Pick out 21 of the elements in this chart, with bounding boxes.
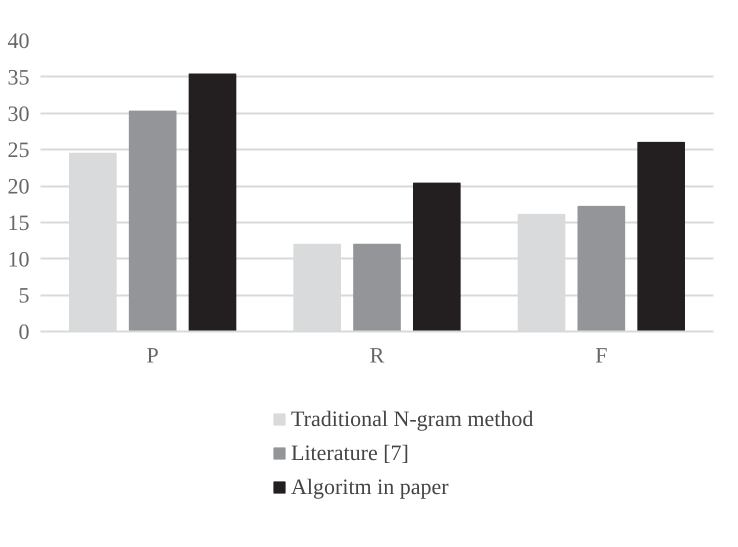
y-tick-label: 40	[8, 28, 30, 53]
y-tick-label: 5	[18, 282, 30, 308]
bar	[128, 110, 176, 332]
x-tick-label: R	[370, 342, 385, 368]
y-tick-label: 15	[8, 210, 30, 235]
y-tick-label: 10	[8, 246, 30, 272]
bar	[353, 244, 401, 332]
x-tick-label: F	[595, 342, 608, 368]
y-tick-label: 0	[18, 319, 30, 344]
legend-label: Traditional N-gram method	[291, 406, 534, 432]
bar	[578, 206, 626, 332]
legend-label: Algoritm in paper	[291, 474, 449, 500]
y-tick-label: 35	[8, 64, 30, 90]
bar	[637, 142, 685, 332]
y-tick-label: 20	[8, 174, 30, 198]
bar	[188, 73, 236, 332]
x-tick-label: P	[146, 342, 159, 368]
y-tick-label: 25	[8, 137, 30, 162]
bar	[412, 182, 461, 332]
legend-label: Literature [7]	[291, 440, 409, 466]
y-tick-label: 30	[8, 100, 30, 126]
